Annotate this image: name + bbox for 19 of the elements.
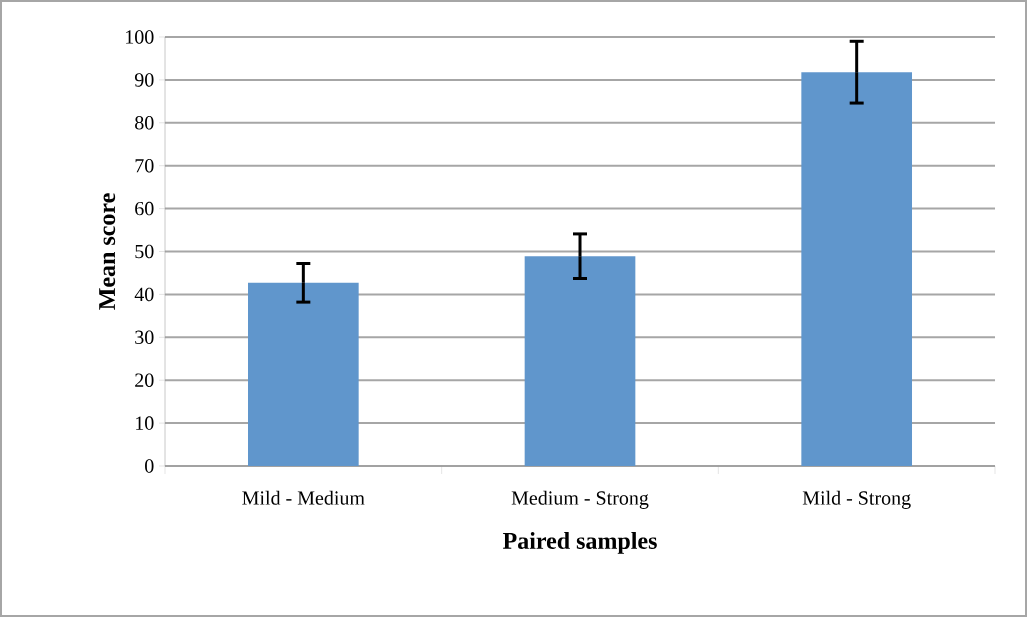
x-axis-title: Paired samples: [502, 532, 657, 554]
y-tick-label: 0: [145, 459, 154, 473]
y-tick-label: 100: [126, 30, 154, 44]
y-tick-label: 40: [134, 287, 154, 302]
bar: [801, 72, 913, 466]
y-axis-title: Mean score: [99, 193, 116, 310]
y-tick-label: 70: [135, 158, 154, 173]
y-tick-label: 20: [135, 373, 154, 387]
y-tick-label: 10: [136, 416, 154, 430]
y-tick-label: 90: [134, 73, 154, 87]
y-tick-label: 60: [135, 201, 154, 216]
bar: [524, 256, 636, 466]
x-tick-label: Mild - Strong: [802, 490, 911, 509]
y-tick-label: 80: [135, 116, 154, 130]
bar: [248, 282, 359, 466]
x-tick-label: Medium - Strong: [511, 490, 649, 509]
y-tick-label: 30: [135, 330, 154, 345]
x-tick-label: Mild - Medium: [242, 490, 365, 505]
y-tick-label: 50: [135, 244, 154, 259]
